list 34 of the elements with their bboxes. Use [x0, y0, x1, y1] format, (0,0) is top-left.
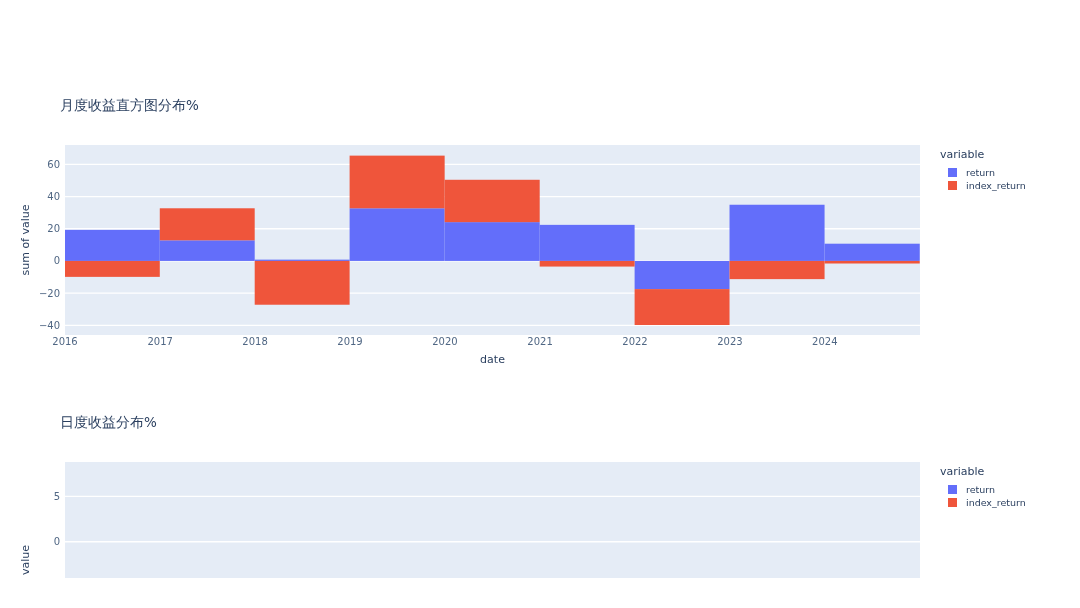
x-tick-label: 2019 [337, 336, 363, 347]
x-tick-label: 2020 [432, 336, 458, 347]
y-axis-title: value [19, 544, 32, 576]
y-tick-label: −40 [38, 319, 60, 331]
x-tick-label: 2021 [527, 336, 553, 347]
legend-label: index_return [966, 180, 1026, 191]
legend-label: return [966, 484, 996, 495]
y-tick-label: 0 [53, 255, 60, 267]
y-tick-label: 0 [53, 536, 60, 548]
bar [254, 260, 350, 305]
legend-title: variable [940, 465, 985, 478]
x-tick-label: 2017 [147, 336, 173, 347]
bar [539, 260, 635, 267]
y-axis-title: sum of value [19, 204, 32, 276]
bar [634, 289, 730, 326]
x-tick-label: 2018 [242, 336, 268, 347]
x-tick-label: 2022 [622, 336, 648, 347]
x-tick-label: 2023 [717, 336, 743, 347]
chart-title: 日度收益分布% [60, 414, 157, 430]
x-tick-label: 2024 [812, 336, 838, 347]
y-tick-label: −20 [38, 287, 60, 299]
legend-title: variable [940, 148, 985, 161]
y-tick-label: 60 [47, 158, 60, 170]
x-axis-title: date [480, 353, 506, 366]
legend-label: return [966, 167, 996, 178]
chart-title: 月度收益直方图分布% [60, 97, 199, 113]
y-tick-label: 20 [47, 223, 60, 235]
x-tick-label: 2016 [52, 336, 78, 347]
y-tick-label: 40 [47, 191, 60, 203]
bar [65, 260, 160, 277]
y-tick-label: 5 [53, 490, 60, 502]
bar [159, 208, 255, 241]
bar [634, 260, 730, 290]
legend-label: index_return [966, 497, 1026, 508]
